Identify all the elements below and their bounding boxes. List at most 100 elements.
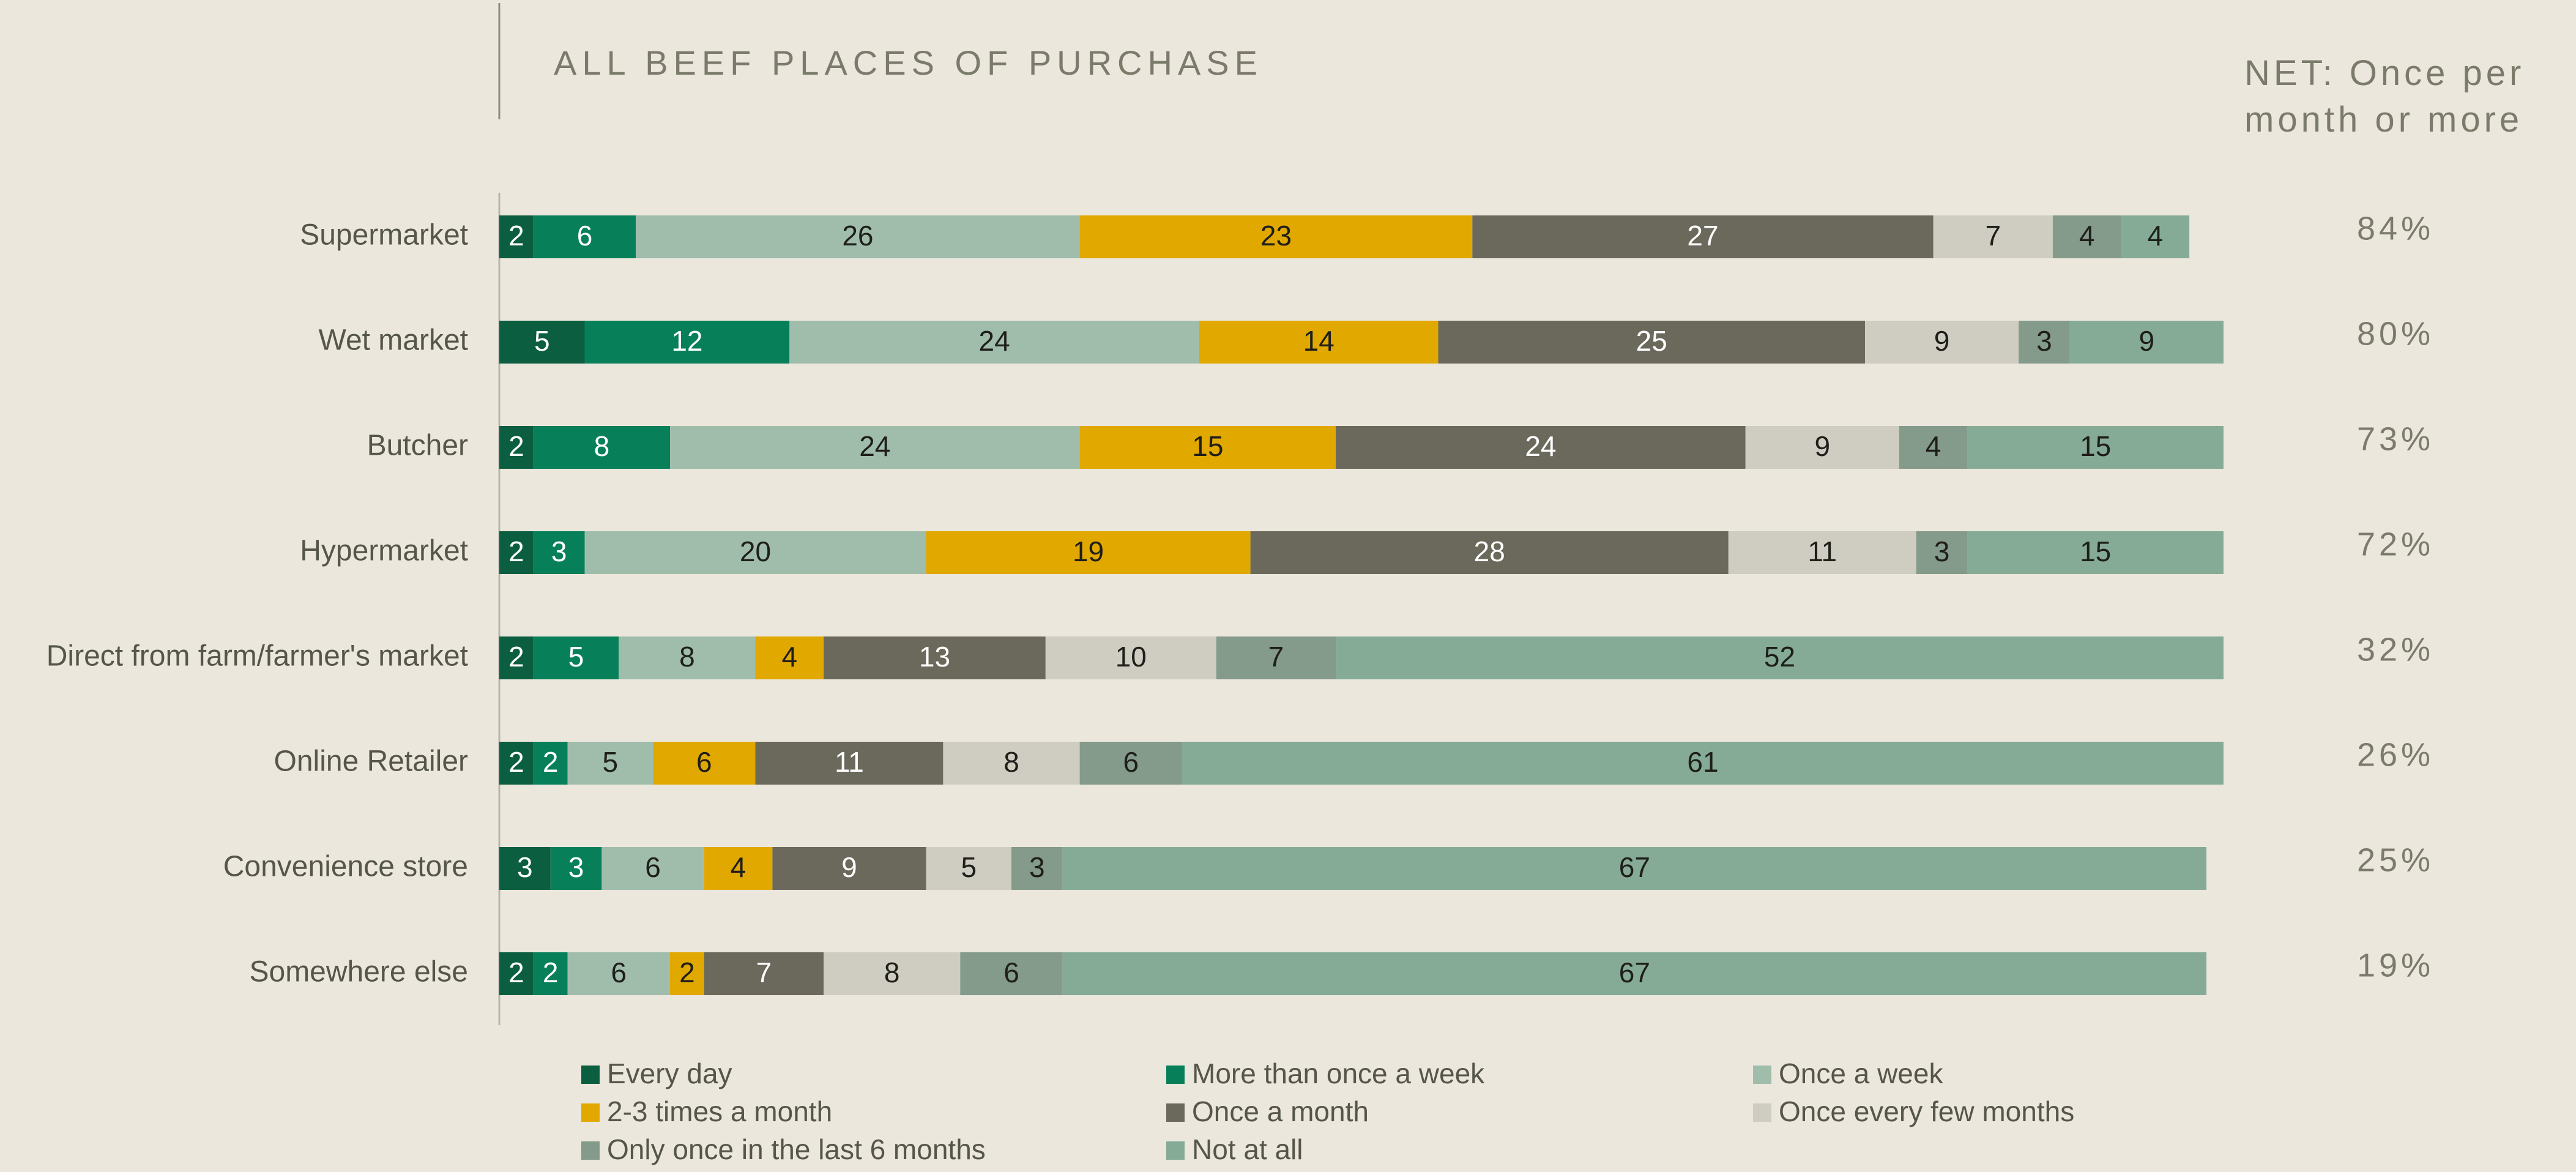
bar-segment xyxy=(619,636,756,679)
data-label: 7 xyxy=(1985,220,2001,252)
data-label: 10 xyxy=(1115,641,1147,673)
bar-segment xyxy=(499,636,534,679)
bar-segment xyxy=(533,952,568,995)
bar-segment xyxy=(1438,321,1865,364)
bar-segment xyxy=(1079,426,1336,469)
net-value: 73% xyxy=(2357,420,2434,457)
legend-swatch xyxy=(581,1141,600,1160)
data-label: 20 xyxy=(740,536,771,567)
data-label: 19 xyxy=(1073,536,1104,567)
bar-segment xyxy=(1967,531,2224,574)
bar-segment xyxy=(704,847,773,890)
bar-segment xyxy=(1011,847,1063,890)
data-label: 4 xyxy=(782,641,798,673)
legend-label: Not at all xyxy=(1192,1133,1303,1165)
data-label: 2 xyxy=(508,430,524,462)
data-label: 4 xyxy=(731,851,746,883)
data-label: 67 xyxy=(1619,957,1650,988)
data-label: 6 xyxy=(645,851,661,883)
bar-segment xyxy=(789,321,1199,364)
data-label: 9 xyxy=(1814,430,1830,462)
bar-segment xyxy=(755,742,944,785)
bar-segment xyxy=(1062,847,2206,890)
data-label: 8 xyxy=(594,430,610,462)
data-label: 24 xyxy=(979,325,1010,357)
data-label: 8 xyxy=(884,957,900,988)
data-label: 2 xyxy=(543,957,559,988)
legend-swatch xyxy=(1166,1141,1185,1160)
legend-label: Only once in the last 6 months xyxy=(607,1133,986,1165)
data-label: 3 xyxy=(551,536,567,567)
category-label: Hypermarket xyxy=(300,535,468,567)
net-title: NET: Once per month or more xyxy=(2244,53,2525,140)
bar-segment xyxy=(584,321,790,364)
legend-label: Once a week xyxy=(1779,1058,1943,1089)
data-label: 3 xyxy=(568,851,584,883)
data-label: 6 xyxy=(696,746,712,778)
data-label: 7 xyxy=(1268,641,1284,673)
data-label: 6 xyxy=(1123,746,1139,778)
bar-segment xyxy=(1062,952,2206,995)
legend-label: Once every few months xyxy=(1779,1095,2074,1127)
bar-segment xyxy=(499,426,534,469)
bar-segment xyxy=(1916,531,1968,574)
category-label: Supermarket xyxy=(300,219,468,252)
category-label: Butcher xyxy=(367,430,468,462)
data-label: 61 xyxy=(1687,746,1718,778)
data-label: 5 xyxy=(961,851,977,883)
bar-segment xyxy=(533,742,568,785)
data-label: 6 xyxy=(1003,957,1019,988)
data-label: 24 xyxy=(859,430,890,462)
bar-segment xyxy=(1336,426,1746,469)
bar-segment xyxy=(824,636,1046,679)
bar-segment xyxy=(1745,426,1899,469)
data-label: 11 xyxy=(835,746,864,778)
legend-label: Every day xyxy=(607,1058,732,1089)
bar-segment xyxy=(670,952,704,995)
data-label: 3 xyxy=(1934,536,1950,567)
data-label: 25 xyxy=(1636,325,1667,357)
bar-segment xyxy=(772,847,926,890)
category-label: Online Retailer xyxy=(274,745,469,778)
legend-swatch xyxy=(1166,1066,1185,1084)
net-value: 72% xyxy=(2357,526,2434,562)
bar-segment xyxy=(1472,215,1934,258)
legend-swatch xyxy=(1753,1103,1771,1122)
bar-segment xyxy=(2019,321,2070,364)
net-value: 25% xyxy=(2357,842,2434,878)
net-value: 80% xyxy=(2357,315,2434,352)
bar-segment xyxy=(1079,742,1182,785)
data-label: 15 xyxy=(1192,430,1223,462)
net-value: 26% xyxy=(2357,736,2434,773)
data-label: 2 xyxy=(508,746,524,778)
data-label: 3 xyxy=(1029,851,1045,883)
bar-segment xyxy=(499,215,534,258)
bar-segment xyxy=(2052,215,2121,258)
bar-segment xyxy=(1045,636,1216,679)
data-label: 52 xyxy=(1764,641,1795,673)
bar-segment xyxy=(926,531,1251,574)
data-label: 2 xyxy=(679,957,695,988)
bar-segment xyxy=(2069,321,2224,364)
data-label: 3 xyxy=(517,851,533,883)
data-label: 6 xyxy=(577,220,593,252)
bar-segment xyxy=(499,847,551,890)
chart-title: ALL BEEF PLACES OF PURCHASE xyxy=(554,43,1263,82)
bar-segment xyxy=(1728,531,1916,574)
category-label: Somewhere else xyxy=(249,956,468,988)
data-label: 4 xyxy=(1926,430,1941,462)
data-label: 67 xyxy=(1619,851,1650,883)
data-label: 9 xyxy=(2139,325,2155,357)
bar-segment xyxy=(567,952,670,995)
data-label: 8 xyxy=(1003,746,1019,778)
bar-segment xyxy=(1336,636,2224,679)
data-label: 23 xyxy=(1260,220,1292,252)
legend-label: More than once a week xyxy=(1192,1058,1485,1089)
bar-segment xyxy=(567,742,653,785)
bar-segment xyxy=(1079,215,1473,258)
data-label: 11 xyxy=(1807,536,1837,567)
data-label: 2 xyxy=(508,536,524,567)
data-label: 13 xyxy=(919,641,950,673)
data-label: 2 xyxy=(508,641,524,673)
